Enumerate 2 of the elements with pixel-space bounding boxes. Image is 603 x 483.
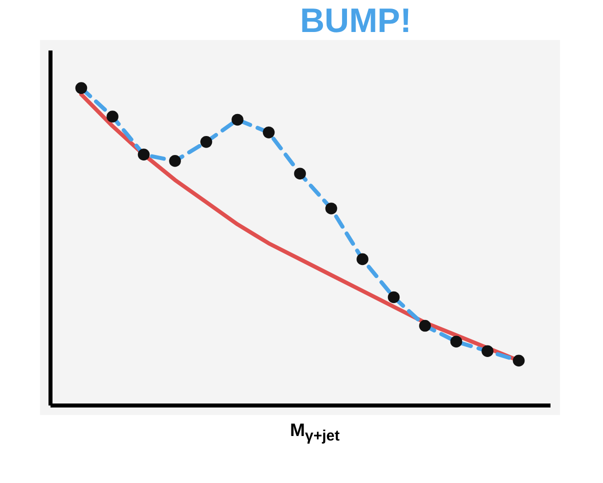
x-axis-title: M$_{γ+jet}$ — [290, 420, 340, 445]
chart-title: BUMP! — [300, 2, 412, 41]
